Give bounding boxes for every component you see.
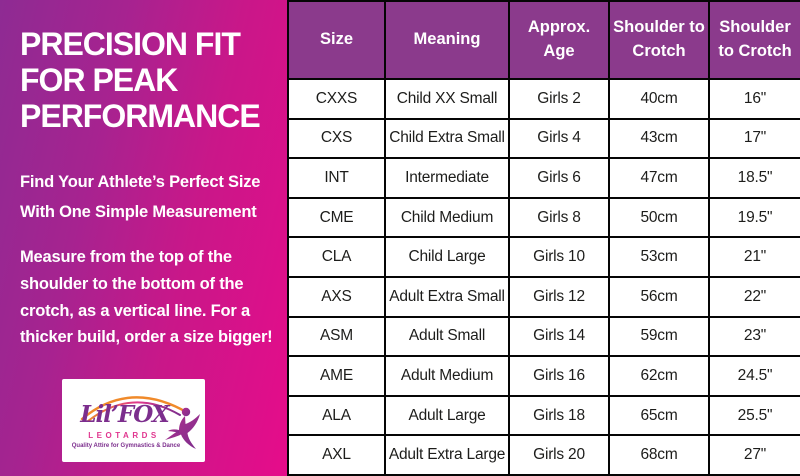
size-table-header: Size Meaning Approx. Age Shoulder to Cro…	[287, 0, 800, 80]
header-approx-age: Approx. Age	[508, 0, 610, 80]
cell-cm: 65cm	[608, 394, 710, 437]
cell-size: CXS	[287, 117, 386, 160]
cell-inches: 17"	[708, 117, 800, 160]
cell-age: Girls 4	[508, 117, 610, 160]
header-row: Size Meaning Approx. Age Shoulder to Cro…	[287, 0, 800, 80]
cell-inches: 16"	[708, 78, 800, 120]
size-table: Size Meaning Approx. Age Shoulder to Cro…	[287, 0, 800, 476]
cell-age: Girls 16	[508, 355, 610, 397]
cell-meaning: Adult Small	[384, 315, 510, 358]
cell-meaning: Child Large	[384, 236, 510, 278]
cell-age: Girls 14	[508, 315, 610, 358]
subtitle: Find Your Athlete’s Perfect Size With On…	[20, 168, 275, 227]
measurement-instructions: Measure from the top of the shoulder to …	[20, 244, 275, 351]
cell-meaning: Adult Extra Large	[384, 434, 510, 476]
table-row: CXXS Child XX Small Girls 2 40cm 16"	[287, 78, 800, 120]
cell-size: CXXS	[287, 78, 386, 120]
cell-inches: 27"	[708, 434, 800, 476]
cell-cm: 56cm	[608, 275, 710, 318]
cell-meaning: Child XX Small	[384, 78, 510, 120]
header-shoulder-to-crotch-in: Shoulder to Crotch	[708, 0, 800, 80]
cell-age: Girls 2	[508, 78, 610, 120]
cell-age: Girls 18	[508, 394, 610, 437]
cell-inches: 22"	[708, 275, 800, 318]
brand-subwordmark: LEOTARDS	[88, 431, 160, 440]
cell-cm: 53cm	[608, 236, 710, 278]
cell-meaning: Adult Medium	[384, 355, 510, 397]
subtitle-line-2: With One Simple Measurement	[20, 202, 257, 221]
cell-size: AME	[287, 355, 386, 397]
cell-age: Girls 8	[508, 196, 610, 239]
cell-age: Girls 6	[508, 157, 610, 199]
brand-tagline: Quality Attire for Gymnastics & Dance	[71, 443, 181, 449]
cell-age: Girls 20	[508, 434, 610, 476]
cell-cm: 62cm	[608, 355, 710, 397]
cell-size: AXL	[287, 434, 386, 476]
body-line-2: shoulder to the bottom of the	[20, 274, 244, 293]
table-row: AXS Adult Extra Small Girls 12 56cm 22"	[287, 275, 800, 318]
cell-cm: 59cm	[608, 315, 710, 358]
table-row: CXS Child Extra Small Girls 4 43cm 17"	[287, 117, 800, 160]
cell-size: AXS	[287, 275, 386, 318]
cell-inches: 19.5"	[708, 196, 800, 239]
cell-cm: 50cm	[608, 196, 710, 239]
cell-size: INT	[287, 157, 386, 199]
table-row: ASM Adult Small Girls 14 59cm 23"	[287, 315, 800, 358]
cell-size: CME	[287, 196, 386, 239]
cell-meaning: Adult Large	[384, 394, 510, 437]
table-panel: Size Meaning Approx. Age Shoulder to Cro…	[287, 0, 800, 476]
headline-line-3: Performance	[20, 98, 261, 135]
cell-inches: 24.5"	[708, 355, 800, 397]
table-row: AXL Adult Extra Large Girls 20 68cm 27"	[287, 434, 800, 476]
table-row: INT Intermediate Girls 6 47cm 18.5"	[287, 157, 800, 199]
brand-wordmark: Lil’FOX	[80, 401, 169, 428]
left-panel: Precision Fit for Peak Performance Find …	[0, 0, 287, 476]
body-line-4: thicker build, order a size bigger!	[20, 328, 273, 347]
cell-cm: 43cm	[608, 117, 710, 160]
cell-age: Girls 12	[508, 275, 610, 318]
cell-cm: 68cm	[608, 434, 710, 476]
cell-size: ALA	[287, 394, 386, 437]
cell-inches: 23"	[708, 315, 800, 358]
brand-logo: Lil’FOX LEOTARDS Quality Attire for Gymn…	[62, 379, 205, 462]
table-row: AME Adult Medium Girls 16 62cm 24.5"	[287, 355, 800, 397]
rainbow-arc-icon	[80, 396, 190, 422]
cell-inches: 25.5"	[708, 394, 800, 437]
headline: Precision Fit for Peak Performance	[20, 26, 275, 134]
cell-cm: 40cm	[608, 78, 710, 120]
headline-line-1: Precision Fit	[20, 26, 241, 62]
cell-meaning: Adult Extra Small	[384, 275, 510, 318]
cell-meaning: Child Medium	[384, 196, 510, 239]
body-line-3: crotch, as a vertical line. For a	[20, 301, 250, 320]
table-row: ALA Adult Large Girls 18 65cm 25.5"	[287, 394, 800, 437]
cell-age: Girls 10	[508, 236, 610, 278]
gymnast-icon	[165, 407, 200, 449]
headline-line-2: for Peak	[20, 62, 178, 99]
cell-meaning: Child Extra Small	[384, 117, 510, 160]
cell-inches: 18.5"	[708, 157, 800, 199]
cell-cm: 47cm	[608, 157, 710, 199]
subtitle-line-1: Find Your Athlete’s Perfect Size	[20, 173, 261, 192]
cell-meaning: Intermediate	[384, 157, 510, 199]
body-line-1: Measure from the top of the	[20, 248, 232, 267]
header-meaning: Meaning	[384, 0, 510, 80]
cell-size: ASM	[287, 315, 386, 358]
header-shoulder-to-crotch-cm: Shoulder to Crotch	[608, 0, 710, 80]
table-row: CME Child Medium Girls 8 50cm 19.5"	[287, 196, 800, 239]
cell-size: CLA	[287, 236, 386, 278]
header-size: Size	[287, 0, 386, 80]
table-row: CLA Child Large Girls 10 53cm 21"	[287, 236, 800, 278]
cell-inches: 21"	[708, 236, 800, 278]
size-table-body: CXXS Child XX Small Girls 2 40cm 16" CXS…	[287, 78, 800, 476]
